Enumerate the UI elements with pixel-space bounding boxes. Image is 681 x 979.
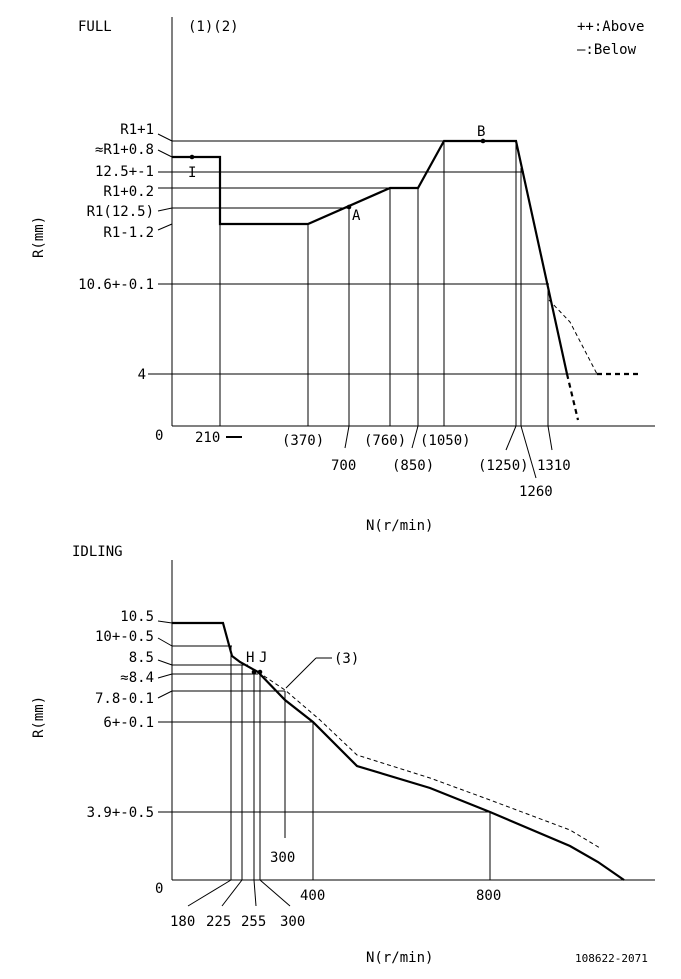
y-label-10-6: 10.6+-0.1	[78, 277, 154, 293]
idle-y-tick	[157, 620, 173, 624]
y-label-r1: R1(12.5)	[87, 204, 154, 220]
full-title: FULL	[78, 19, 112, 35]
idle-y-label-10: 10+-0.5	[95, 629, 154, 645]
note-3-leader	[285, 657, 317, 689]
point-label-h: H	[246, 650, 254, 666]
x-leader	[547, 425, 553, 451]
point-label-j: J	[259, 650, 267, 666]
full-notes: (1)(2)	[188, 19, 239, 35]
point-a-marker	[346, 204, 352, 210]
full-curve	[172, 139, 569, 375]
x-leader	[520, 425, 537, 479]
idling-above-curve	[257, 671, 601, 849]
y-tick	[157, 133, 173, 142]
y-tick	[157, 149, 173, 158]
point-b-marker	[480, 138, 486, 144]
y-label-4: 4	[138, 367, 146, 383]
x-label-850: (850)	[392, 458, 434, 474]
idle-x-label-800: 800	[476, 888, 501, 904]
idle-y-tick	[157, 637, 173, 647]
y-label-r1p08: ≈R1+0.8	[95, 142, 154, 158]
idle-x-label-255: 255	[241, 914, 266, 930]
point-j-marker	[257, 669, 263, 675]
idle-x-label-300b: 300	[270, 850, 295, 866]
x-label-370: (370)	[282, 433, 324, 449]
idling-curve	[172, 621, 625, 881]
idling-x-axis-label: N(r/min)	[366, 950, 433, 966]
x-label-700: 700	[331, 458, 356, 474]
idle-y-tick	[157, 659, 173, 666]
idle-x-leader	[259, 879, 291, 907]
idling-title: IDLING	[72, 544, 123, 560]
point-label-b: B	[477, 124, 485, 140]
idling-origin: 0	[155, 881, 163, 897]
x-label-1260: 1260	[519, 484, 553, 500]
full-origin: 0	[155, 428, 163, 444]
full-above-curve	[548, 299, 598, 375]
idle-x-leader	[253, 879, 257, 907]
idle-y-label-6: 6+-0.1	[103, 715, 154, 731]
legend-below: —:Below	[577, 42, 637, 58]
idle-x-label-225: 225	[206, 914, 231, 930]
x-label-210: 210	[195, 430, 220, 446]
x-label-1250: (1250)	[478, 458, 529, 474]
idle-x-label-180: 180	[170, 914, 195, 930]
idle-x-leader	[221, 879, 243, 907]
idle-y-label-3-9: 3.9+-0.5	[87, 805, 154, 821]
idling-y-axis-label: R(mm)	[31, 696, 47, 738]
x-leader	[344, 425, 350, 449]
y-label-12-5: 12.5+-1	[95, 164, 154, 180]
idle-x-leader	[187, 879, 232, 907]
y-tick	[157, 207, 173, 212]
full-curve-tail-dashed	[565, 373, 580, 421]
x-leader	[411, 425, 419, 449]
idle-y-label-10-5: 10.5	[120, 609, 154, 625]
y-label-r1p02: R1+0.2	[103, 184, 154, 200]
idle-y-tick	[157, 690, 173, 699]
y-label-r1m12: R1-1.2	[103, 225, 154, 241]
point-label-i: I	[188, 165, 196, 181]
x-label-1050: (1050)	[420, 433, 471, 449]
idle-y-tick	[157, 673, 173, 679]
idle-x-label-300: 300	[280, 914, 305, 930]
point-h-marker	[251, 669, 257, 675]
x-label-1310: 1310	[537, 458, 571, 474]
x-leader	[505, 425, 517, 451]
drawing-code: 108622-2071	[575, 952, 648, 965]
idle-y-label-8-5: 8.5	[129, 650, 154, 666]
full-y-axis-label: R(mm)	[31, 216, 47, 258]
y-tick	[157, 223, 173, 231]
note-3-label: (3)	[334, 651, 359, 667]
point-label-a: A	[352, 208, 361, 224]
x-label-760: (760)	[364, 433, 406, 449]
full-x-axis-label: N(r/min)	[366, 518, 433, 534]
idle-y-label-8-4: ≈8.4	[120, 670, 154, 686]
point-i-marker	[189, 154, 195, 160]
idle-y-label-7-8: 7.8-0.1	[95, 691, 154, 707]
y-label-r1p1: R1+1	[120, 122, 154, 138]
idle-x-label-400: 400	[300, 888, 325, 904]
legend-above: ++:Above	[577, 19, 644, 35]
